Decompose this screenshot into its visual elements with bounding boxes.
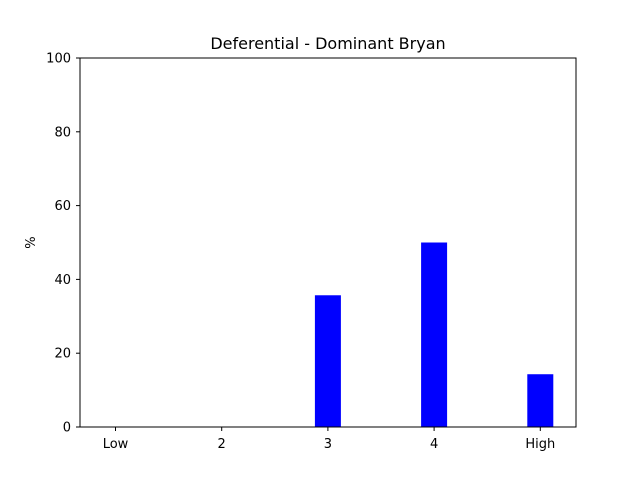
bars-group (314, 242, 554, 427)
y-tick-label-0: 0 (63, 421, 71, 436)
chart-title: Deferential - Dominant Bryan (210, 34, 445, 53)
plot-frame (79, 57, 577, 428)
bar-high (527, 374, 554, 427)
y-tick-label-20: 20 (54, 347, 71, 362)
y-tick-label-100: 100 (46, 52, 71, 67)
y-tick-label-40: 40 (54, 273, 71, 288)
bar-3 (314, 295, 341, 427)
x-tick-label-low: Low (103, 437, 129, 452)
x-tick-label-3: 3 (324, 437, 332, 452)
x-axis-ticks: Low 2 3 4 High (103, 427, 555, 452)
x-tick-label-4: 4 (430, 437, 438, 452)
x-tick-label-high: High (525, 437, 555, 452)
y-axis-label: % (24, 236, 39, 248)
y-axis-ticks: 0 20 40 60 80 100 (46, 52, 80, 436)
y-tick-label-80: 80 (54, 125, 71, 140)
x-tick-label-2: 2 (218, 437, 226, 452)
y-tick-label-60: 60 (54, 199, 71, 214)
bar-4 (421, 242, 448, 427)
